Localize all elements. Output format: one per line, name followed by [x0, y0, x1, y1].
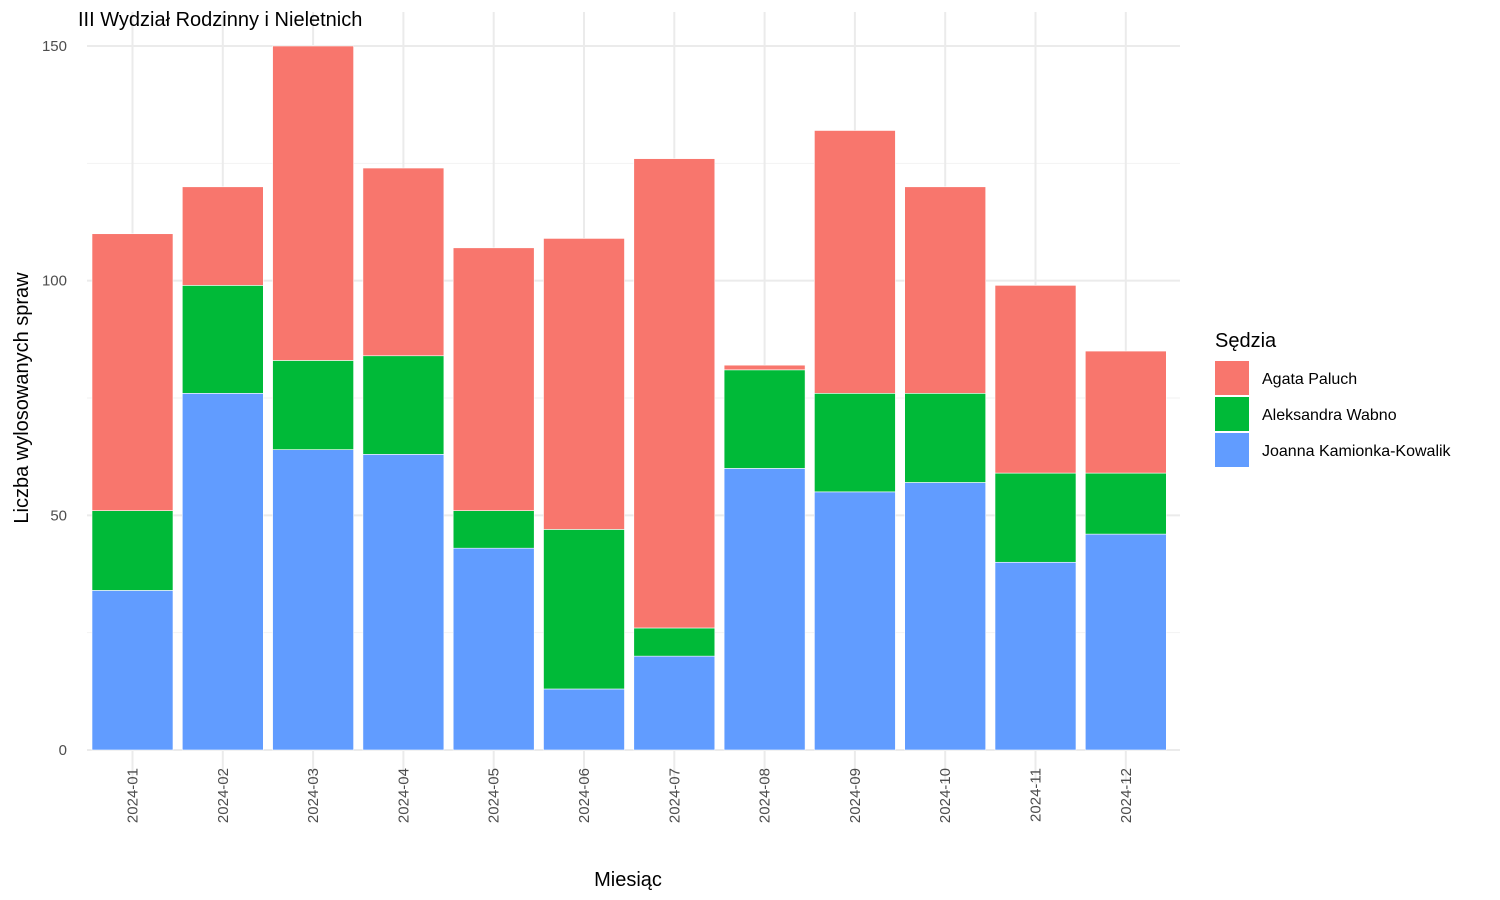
bar-segment: [362, 167, 445, 357]
bar-segment: [1085, 350, 1167, 474]
legend-swatch: [1215, 397, 1249, 431]
bar-segment: [182, 186, 264, 286]
legend-label: Aleksandra Wabno: [1262, 407, 1397, 424]
bar-segment: [182, 285, 264, 394]
x-tick-label: 2024-05: [486, 768, 503, 823]
bar-segment: [543, 529, 625, 690]
legend-swatch: [1215, 433, 1249, 467]
bar-segment: [723, 369, 806, 469]
legend: Sędzia Agata Paluch Aleksandra Wabno Joann…: [1215, 330, 1452, 467]
bar-segment: [994, 561, 1077, 751]
bar-segment: [814, 393, 896, 493]
x-tick-label: 2024-03: [305, 768, 322, 823]
y-axis-title: Liczba wylosowanych spraw: [11, 272, 33, 524]
x-tick-label: 2024-04: [395, 768, 412, 823]
legend-label: Joanna Kamionka-Kowalik: [1262, 443, 1452, 460]
bar-segment: [362, 454, 445, 751]
bar-segment: [272, 360, 354, 450]
bar-segment: [91, 590, 174, 751]
bar-segment: [543, 238, 625, 530]
bar-segment: [814, 130, 896, 394]
legend-swatch: [1215, 361, 1249, 395]
y-tick-label: 100: [42, 273, 67, 290]
x-tick-label: 2024-12: [1118, 768, 1135, 823]
bar-segment: [272, 449, 354, 751]
x-tick-label: 2024-11: [1028, 768, 1045, 822]
bar-segment: [452, 247, 535, 511]
y-tick-label: 50: [50, 507, 67, 524]
bar-segment: [452, 510, 535, 549]
x-axis-ticks: 2024-01 2024-02 2024-03 2024-04 2024-05 2024-…: [125, 768, 1135, 823]
bar-segment: [91, 233, 174, 511]
bar-segment: [994, 285, 1077, 474]
y-tick-label: 0: [59, 742, 67, 759]
chart-title: III Wydział Rodzinny i Nieletnich: [78, 9, 362, 31]
x-tick-label: 2024-10: [937, 768, 954, 823]
y-tick-label: 150: [42, 38, 67, 55]
x-tick-label: 2024-02: [215, 768, 232, 823]
bars: [91, 45, 1167, 751]
bar-segment: [452, 547, 535, 751]
bar-segment: [1085, 533, 1167, 751]
bar-segment: [633, 655, 716, 751]
bar-segment: [1085, 472, 1167, 535]
x-axis-title: Miesiąc: [594, 869, 662, 891]
x-tick-label: 2024-08: [757, 768, 774, 823]
x-tick-label: 2024-06: [576, 768, 593, 823]
bar-segment: [362, 355, 445, 455]
bar-segment: [272, 45, 354, 361]
bar-segment: [91, 510, 174, 591]
bar-segment: [723, 468, 806, 751]
bar-segment: [543, 688, 625, 751]
x-tick-label: 2024-07: [666, 768, 683, 823]
legend-label: Agata Paluch: [1262, 371, 1357, 388]
bar-segment: [814, 491, 896, 751]
bar-segment: [904, 482, 987, 751]
bar-segment: [904, 186, 987, 394]
bar-segment: [723, 364, 806, 371]
bar-segment: [182, 393, 264, 751]
bar-segment: [904, 393, 987, 483]
legend-title: Sędzia: [1215, 330, 1277, 352]
bar-segment: [633, 627, 716, 657]
x-tick-label: 2024-01: [125, 768, 142, 823]
bar-segment: [994, 472, 1077, 563]
y-axis-ticks: 0 50 100 150: [42, 38, 67, 759]
bar-segment: [633, 158, 716, 629]
x-tick-label: 2024-09: [847, 768, 864, 823]
